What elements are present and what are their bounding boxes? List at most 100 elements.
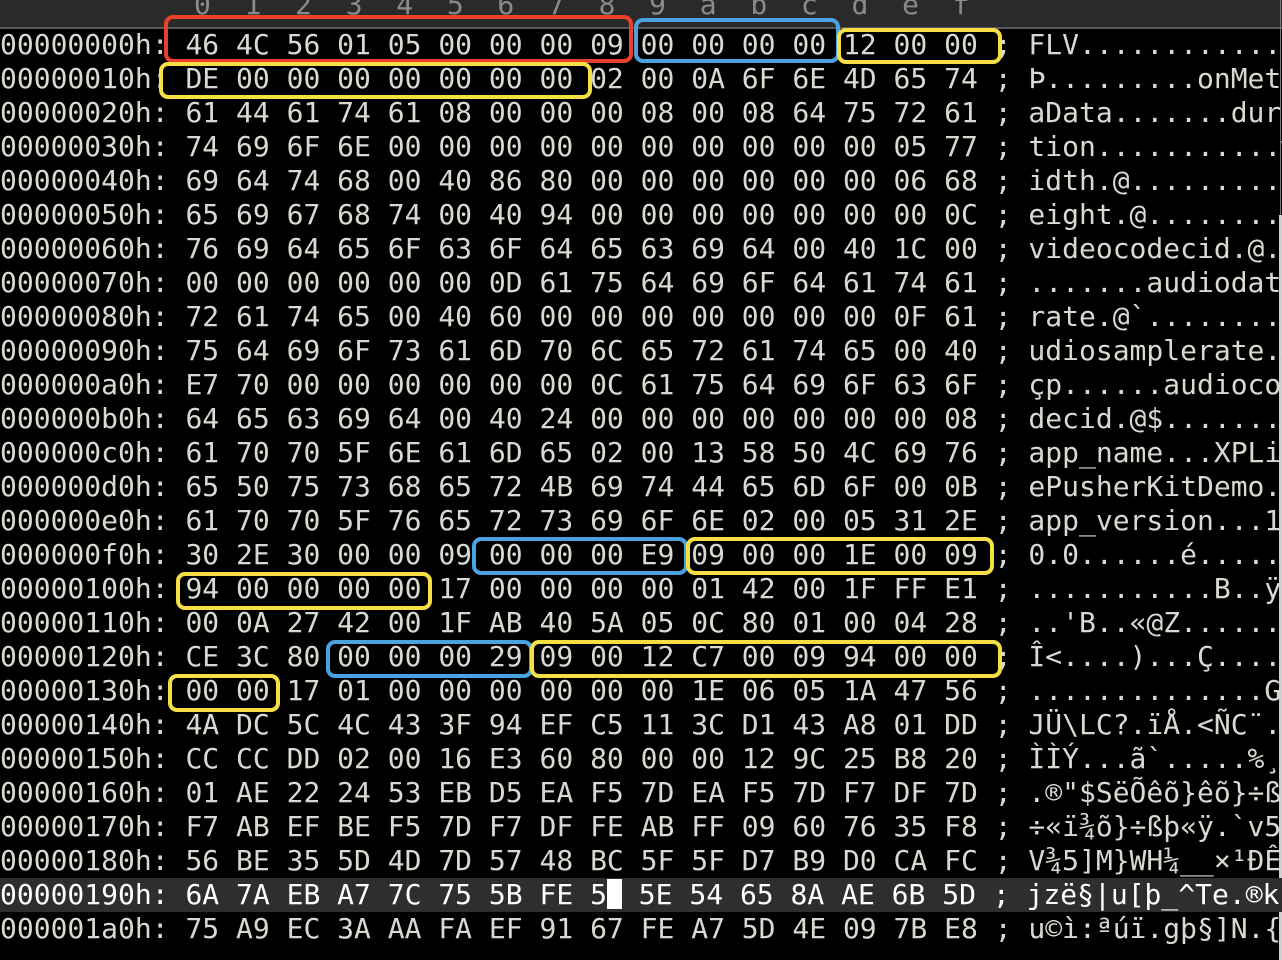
hex-byte[interactable]: 06 [893, 164, 928, 197]
hex-byte[interactable]: 69 [590, 504, 624, 537]
hex-byte[interactable]: 00 [488, 96, 523, 129]
hex-byte[interactable]: AB [488, 606, 523, 639]
hex-byte[interactable]: 01 [893, 708, 928, 741]
hex-byte[interactable]: 69 [185, 164, 220, 197]
hex-byte[interactable]: 00 [590, 538, 624, 571]
hex-byte[interactable]: 57 [488, 844, 523, 877]
hex-byte[interactable]: AE [236, 776, 270, 809]
hex-row[interactable]: 00000140h: 4A DC 5C 4C 43 3F 94 EF C5 11… [0, 708, 1282, 742]
hex-byte[interactable]: F5 [590, 776, 624, 809]
hex-byte[interactable]: 75 [590, 266, 624, 299]
hex-byte[interactable]: FE [640, 912, 675, 945]
hex-byte[interactable]: 6F [944, 368, 978, 401]
hex-byte[interactable]: BE [337, 810, 371, 843]
hex-byte[interactable]: 64 [741, 232, 776, 265]
hex-byte[interactable]: 05 [640, 606, 675, 639]
hex-byte[interactable]: 01 [337, 674, 371, 707]
hex-byte[interactable]: 2E [236, 538, 270, 571]
hex-byte[interactable]: 61 [842, 266, 877, 299]
hex-byte[interactable]: 00 [337, 640, 371, 673]
hex-byte[interactable]: 00 [842, 300, 877, 333]
hex-byte[interactable]: 00 [691, 28, 725, 61]
hex-byte[interactable]: 12 [741, 742, 776, 775]
hex-byte[interactable]: 80 [539, 164, 574, 197]
hex-byte[interactable]: 7B [893, 912, 928, 945]
hex-row[interactable]: 000000f0h: 30 2E 30 00 00 09 00 00 00 E9… [0, 538, 1282, 572]
hex-byte[interactable]: 0F [893, 300, 928, 333]
hex-byte[interactable]: 70 [236, 504, 270, 537]
hex-byte[interactable]: 00 [438, 130, 473, 163]
hex-byte[interactable]: CC [185, 742, 220, 775]
ascii-text[interactable]: Þ.........onMet [1028, 62, 1282, 95]
hex-byte[interactable]: 63 [286, 402, 321, 435]
hex-row[interactable]: 00000150h: CC CC DD 02 00 16 E3 60 80 00… [0, 742, 1282, 776]
hex-byte[interactable]: 00 [488, 368, 523, 401]
hex-row[interactable]: 00000110h: 00 0A 27 42 00 1F AB 40 5A 05… [0, 606, 1282, 640]
hex-byte[interactable]: 56 [185, 844, 220, 877]
hex-byte[interactable]: 00 [691, 402, 725, 435]
hex-byte[interactable]: 80 [286, 640, 321, 673]
hex-byte[interactable]: FF [691, 810, 725, 843]
hex-byte[interactable]: 40 [842, 232, 877, 265]
hex-row[interactable]: 00000070h: 00 00 00 00 00 00 0D 61 75 64… [0, 266, 1282, 300]
hex-byte[interactable]: A7 [337, 878, 371, 911]
hex-byte[interactable]: 02 [590, 436, 624, 469]
hex-byte[interactable]: 00 [539, 130, 574, 163]
hex-byte[interactable]: 00 [640, 130, 675, 163]
hex-byte[interactable]: 00 [893, 198, 928, 231]
hex-byte[interactable]: 00 [741, 164, 776, 197]
hex-byte[interactable]: 00 [741, 300, 776, 333]
hex-byte[interactable]: 4C [236, 28, 270, 61]
hex-byte[interactable]: CC [236, 742, 270, 775]
hex-byte[interactable]: 48 [539, 844, 574, 877]
hex-byte[interactable]: 73 [539, 504, 574, 537]
hex-byte[interactable]: 3A [337, 912, 371, 945]
hex-byte[interactable]: 28 [944, 606, 978, 639]
hex-byte[interactable]: 00 [488, 572, 523, 605]
hex-byte[interactable]: 7A [236, 878, 270, 911]
hex-byte[interactable]: 00 [691, 164, 725, 197]
ascii-text[interactable]: tion...........w [1028, 130, 1282, 163]
hex-byte[interactable]: 60 [539, 742, 574, 775]
hex-byte[interactable]: 00 [387, 742, 422, 775]
ascii-text[interactable]: ..'B..«@Z......( [1028, 606, 1282, 639]
hex-byte[interactable]: 76 [185, 232, 220, 265]
hex-byte[interactable]: 00 [590, 640, 624, 673]
hex-byte[interactable]: 61 [387, 96, 422, 129]
hex-byte[interactable]: 00 [691, 130, 725, 163]
hex-byte[interactable]: 43 [387, 708, 422, 741]
hex-byte[interactable]: 7C [387, 878, 422, 911]
hex-byte[interactable]: 00 [387, 572, 422, 605]
hex-byte[interactable]: 00 [640, 402, 675, 435]
hex-byte[interactable]: 53 [387, 776, 422, 809]
hex-byte[interactable]: 65 [185, 470, 220, 503]
hex-byte[interactable]: 00 [741, 640, 776, 673]
hex-row[interactable]: 00000040h: 69 64 74 68 00 40 86 80 00 00… [0, 164, 1282, 198]
ascii-text[interactable]: ePusherKitDemo.. [1028, 470, 1282, 503]
hex-byte[interactable]: 68 [944, 164, 978, 197]
hex-byte[interactable]: 30 [185, 538, 220, 571]
ascii-text[interactable]: jzë§|u[þ_^Te.®k] [1026, 878, 1282, 911]
hex-byte[interactable]: 01 [337, 28, 371, 61]
hex-byte[interactable]: 75 [185, 912, 220, 945]
hex-byte[interactable]: 74 [640, 470, 675, 503]
hex-byte[interactable]: 05 [387, 28, 422, 61]
hex-byte[interactable]: 74 [387, 198, 422, 231]
hex-byte[interactable]: 4A [185, 708, 220, 741]
hex-byte[interactable]: 00 [741, 402, 776, 435]
hex-byte[interactable]: 74 [286, 164, 321, 197]
hex-byte[interactable]: 00 [792, 28, 827, 61]
ascii-text[interactable]: ÷«ï¾õ}÷ßþ«ÿ.`v5ø [1028, 810, 1282, 843]
hex-row[interactable]: 000001a0h: 75 A9 EC 3A AA FA EF 91 67 FE… [0, 912, 1282, 946]
hex-byte[interactable]: 00 [488, 538, 523, 571]
hex-byte[interactable]: AA [387, 912, 422, 945]
hex-byte[interactable]: 00 [438, 266, 473, 299]
hex-byte[interactable]: 0C [691, 606, 725, 639]
hex-byte[interactable]: 72 [691, 334, 725, 367]
hex-byte[interactable]: 4E [792, 912, 827, 945]
hex-byte[interactable]: 69 [691, 232, 725, 265]
hex-byte[interactable]: 00 [236, 674, 270, 707]
ascii-text[interactable]: app_name...XPLiv [1028, 436, 1282, 469]
hex-byte[interactable]: 74 [185, 130, 220, 163]
hex-byte[interactable]: 0A [236, 606, 270, 639]
